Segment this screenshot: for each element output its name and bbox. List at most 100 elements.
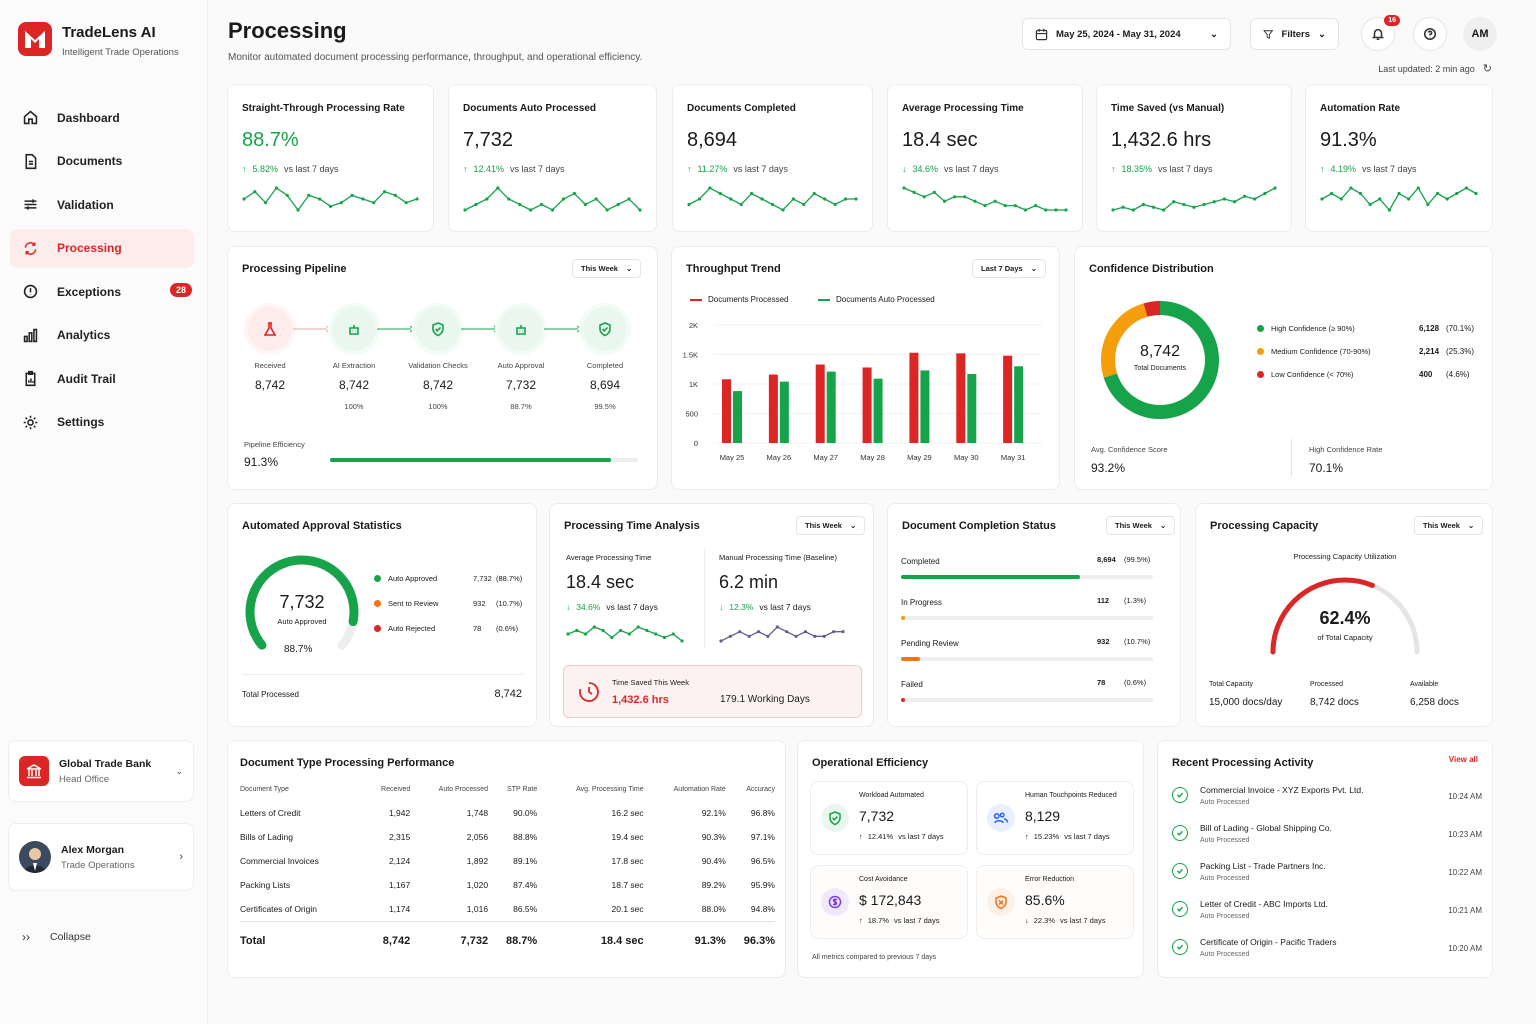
- table-row[interactable]: Commercial Invoices 2,124 1,892 89.1% 17.8 s…: [240, 849, 775, 873]
- collapse-icon: ››: [22, 930, 30, 944]
- completion-range-select[interactable]: This Week ⌄: [1106, 516, 1176, 535]
- capacity-stat-label: Processed: [1310, 681, 1344, 688]
- change-value: 18.35%: [1121, 164, 1153, 174]
- kpi-spark-point: [361, 197, 365, 201]
- capacity-range-select[interactable]: This Week ⌄: [1414, 516, 1484, 535]
- range-label: This Week: [581, 264, 618, 273]
- donut-slice: [1101, 301, 1219, 419]
- pipeline-step[interactable]: Validation Checks 8,742 100%: [403, 307, 473, 411]
- confidence-title: Confidence Distribution: [1089, 263, 1214, 275]
- nav-item-validation[interactable]: Validation: [10, 185, 194, 224]
- pipeline-step[interactable]: AI Extraction 8,742 100%: [319, 307, 389, 411]
- pipeline-step[interactable]: Received 8,742: [235, 307, 305, 402]
- kpi-spark-point: [1387, 208, 1391, 212]
- avg-time-value: 18.4 sec: [566, 572, 635, 592]
- table-cell: 2,056: [466, 832, 489, 842]
- manual-time-change: ↓ 12.3% vs last 7 days: [719, 602, 811, 612]
- nav-label: Validation: [57, 197, 114, 212]
- completion-bar: [901, 575, 1153, 579]
- nav-item-audit-trail[interactable]: Audit Trail: [10, 359, 194, 398]
- manual-time-label: Manual Processing Time (Baseline): [719, 553, 837, 562]
- table-cell: 88.8%: [513, 832, 538, 842]
- opeff-metric: Human Touchpoints Reduced 8,129 ↑ 15.23% vs …: [976, 781, 1134, 855]
- approval-title: Automated Approval Statistics: [242, 520, 402, 532]
- time-spark-point: [601, 628, 605, 633]
- kpi-spark-point: [372, 201, 376, 205]
- kpi-spark-point: [1111, 208, 1115, 212]
- kpi-spark-point: [1212, 200, 1216, 204]
- table-cell: 92.1%: [701, 808, 726, 818]
- column-header: Accuracy: [746, 785, 775, 793]
- kpi-spark-point: [507, 197, 511, 201]
- kpi-spark-point: [833, 202, 837, 207]
- chevron-down-icon: ⌄: [1030, 264, 1037, 273]
- opeff-value: 8,129: [1025, 808, 1061, 824]
- nav-item-documents[interactable]: Documents: [10, 142, 194, 181]
- pipeline-step[interactable]: Completed 8,694 99.5%: [570, 307, 640, 411]
- divider: [242, 674, 524, 675]
- nav-item-processing[interactable]: Processing: [10, 228, 194, 268]
- collapse-button[interactable]: ›› Collapse: [22, 930, 91, 944]
- nav-item-settings[interactable]: Settings: [10, 403, 194, 442]
- activity-item[interactable]: Packing List - Trade Partners Inc. Auto P…: [1172, 859, 1482, 895]
- nav-item-analytics[interactable]: Analytics: [10, 316, 194, 355]
- table-row[interactable]: Certificates of Origin 1,174 1,016 86.5% 20.…: [240, 897, 775, 921]
- nav-item-dashboard[interactable]: Dashboard: [10, 98, 194, 137]
- time-range-select[interactable]: This Week ⌄: [796, 516, 866, 535]
- kpi-card: Automation Rate 91.3% ↑ 4.19% vs last 7 days: [1305, 84, 1493, 232]
- table-row[interactable]: Bills of Lading 2,315 2,056 88.8% 19.4 sec 90…: [240, 825, 775, 849]
- kpi-spark-point: [922, 195, 926, 199]
- column-header: Avg. Processing Time: [576, 785, 644, 793]
- arrow-down-icon: ↓: [1025, 916, 1029, 925]
- efficiency-value: 91.3%: [244, 455, 279, 469]
- table-cell: 18.7 sec: [611, 880, 644, 890]
- y-tick-label: 1.5K: [683, 351, 698, 360]
- table-cell: 96.5%: [750, 856, 775, 866]
- activity-item[interactable]: Commercial Invoice - XYZ Exports Pvt. Lt…: [1172, 783, 1482, 819]
- brand-name: TradeLens AI: [62, 24, 156, 41]
- pipeline-step-icon: [583, 307, 627, 351]
- activity-item[interactable]: Certificate of Origin - Pacific Traders A…: [1172, 935, 1482, 971]
- date-range-picker[interactable]: May 25, 2024 - May 31, 2024 ⌄: [1022, 18, 1231, 50]
- user-avatar-button[interactable]: AM: [1463, 17, 1497, 51]
- nav-item-exceptions[interactable]: Exceptions 28: [10, 272, 194, 311]
- org-switcher[interactable]: Global Trade Bank Head Office ⌄: [8, 740, 194, 802]
- table-row[interactable]: Packing Lists 1,167 1,020 87.4% 18.7 sec 89.2…: [240, 873, 775, 897]
- pipeline-step-value: 8,694: [589, 378, 621, 392]
- kpi-spark-point: [1151, 205, 1156, 209]
- confidence-label: Low Confidence (< 70%): [1271, 370, 1354, 379]
- pipeline-step[interactable]: Auto Approval 7,732 88.7%: [486, 307, 556, 411]
- view-all-link[interactable]: View all: [1448, 755, 1478, 764]
- help-button[interactable]: [1413, 17, 1447, 51]
- filters-button[interactable]: Filters ⌄: [1250, 18, 1339, 50]
- table-cell: 95.9%: [750, 880, 775, 890]
- activity-item[interactable]: Bill of Lading - Global Shipping Co. Auto…: [1172, 821, 1482, 857]
- kpi-spark-point: [572, 191, 576, 196]
- activity-title: Bill of Lading - Global Shipping Co.: [1200, 823, 1332, 833]
- activity-item[interactable]: Letter of Credit - ABC Imports Ltd. Auto …: [1172, 897, 1482, 933]
- time-spark-point: [592, 625, 596, 629]
- table-row[interactable]: Letters of Credit 1,942 1,748 90.0% 16.2 sec…: [240, 801, 775, 825]
- refresh-icon[interactable]: ↻: [1482, 63, 1492, 75]
- arrow-right-icon: [377, 325, 415, 333]
- efficiency-bar: [330, 458, 638, 462]
- arrow-down-icon: ↓: [902, 164, 907, 174]
- gauge-fill: [245, 555, 359, 669]
- check-circle-icon: [1172, 825, 1188, 841]
- manual-spark-line: [720, 626, 843, 642]
- user-profile[interactable]: Alex Morgan Trade Operations ›: [8, 823, 194, 891]
- kpi-spark-point: [1044, 208, 1048, 212]
- change-compare: vs last 7 days: [759, 602, 811, 612]
- pipeline-range-select[interactable]: This Week ⌄: [572, 259, 642, 278]
- brand[interactable]: TradeLens AI Intelligent Trade Operation…: [18, 22, 179, 58]
- kpi-spark-point: [529, 208, 533, 212]
- range-label: This Week: [1423, 521, 1460, 530]
- kpi-spark-point: [791, 197, 795, 201]
- throughput-range-select[interactable]: Last 7 Days ⌄: [972, 259, 1046, 278]
- manual-spark-point: [841, 630, 845, 634]
- notifications-button[interactable]: 16: [1361, 15, 1400, 51]
- kpi-spark-point: [1455, 191, 1459, 196]
- document-icon: [25, 153, 37, 169]
- pipeline-step-value: 8,742: [338, 378, 370, 392]
- table-cell: 90.4%: [701, 856, 726, 866]
